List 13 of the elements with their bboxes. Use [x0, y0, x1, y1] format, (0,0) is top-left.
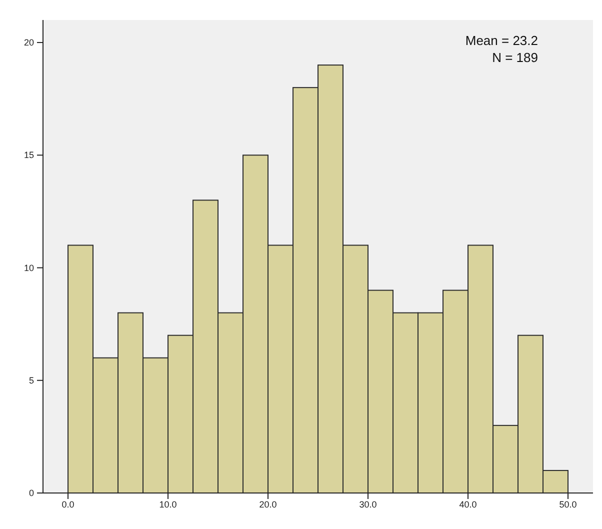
y-tick-label: 10	[24, 262, 34, 273]
x-tick-label: 40.0	[459, 499, 477, 510]
annotation: N = 189	[491, 49, 538, 66]
y-tick-label: 15	[24, 150, 34, 160]
x-tick-label: 20.0	[259, 499, 277, 510]
y-tick-label: 5	[28, 375, 34, 386]
x-tick-label: 50.0	[559, 499, 577, 510]
annotation: Mean = 23.2	[465, 32, 538, 49]
y-tick-label: 0	[28, 488, 34, 498]
x-tick-label: 10.0	[159, 499, 177, 510]
x-tick-label: 0.0	[62, 499, 74, 510]
x-tick-label: 30.0	[359, 499, 377, 510]
y-tick-label: 20	[24, 38, 34, 48]
